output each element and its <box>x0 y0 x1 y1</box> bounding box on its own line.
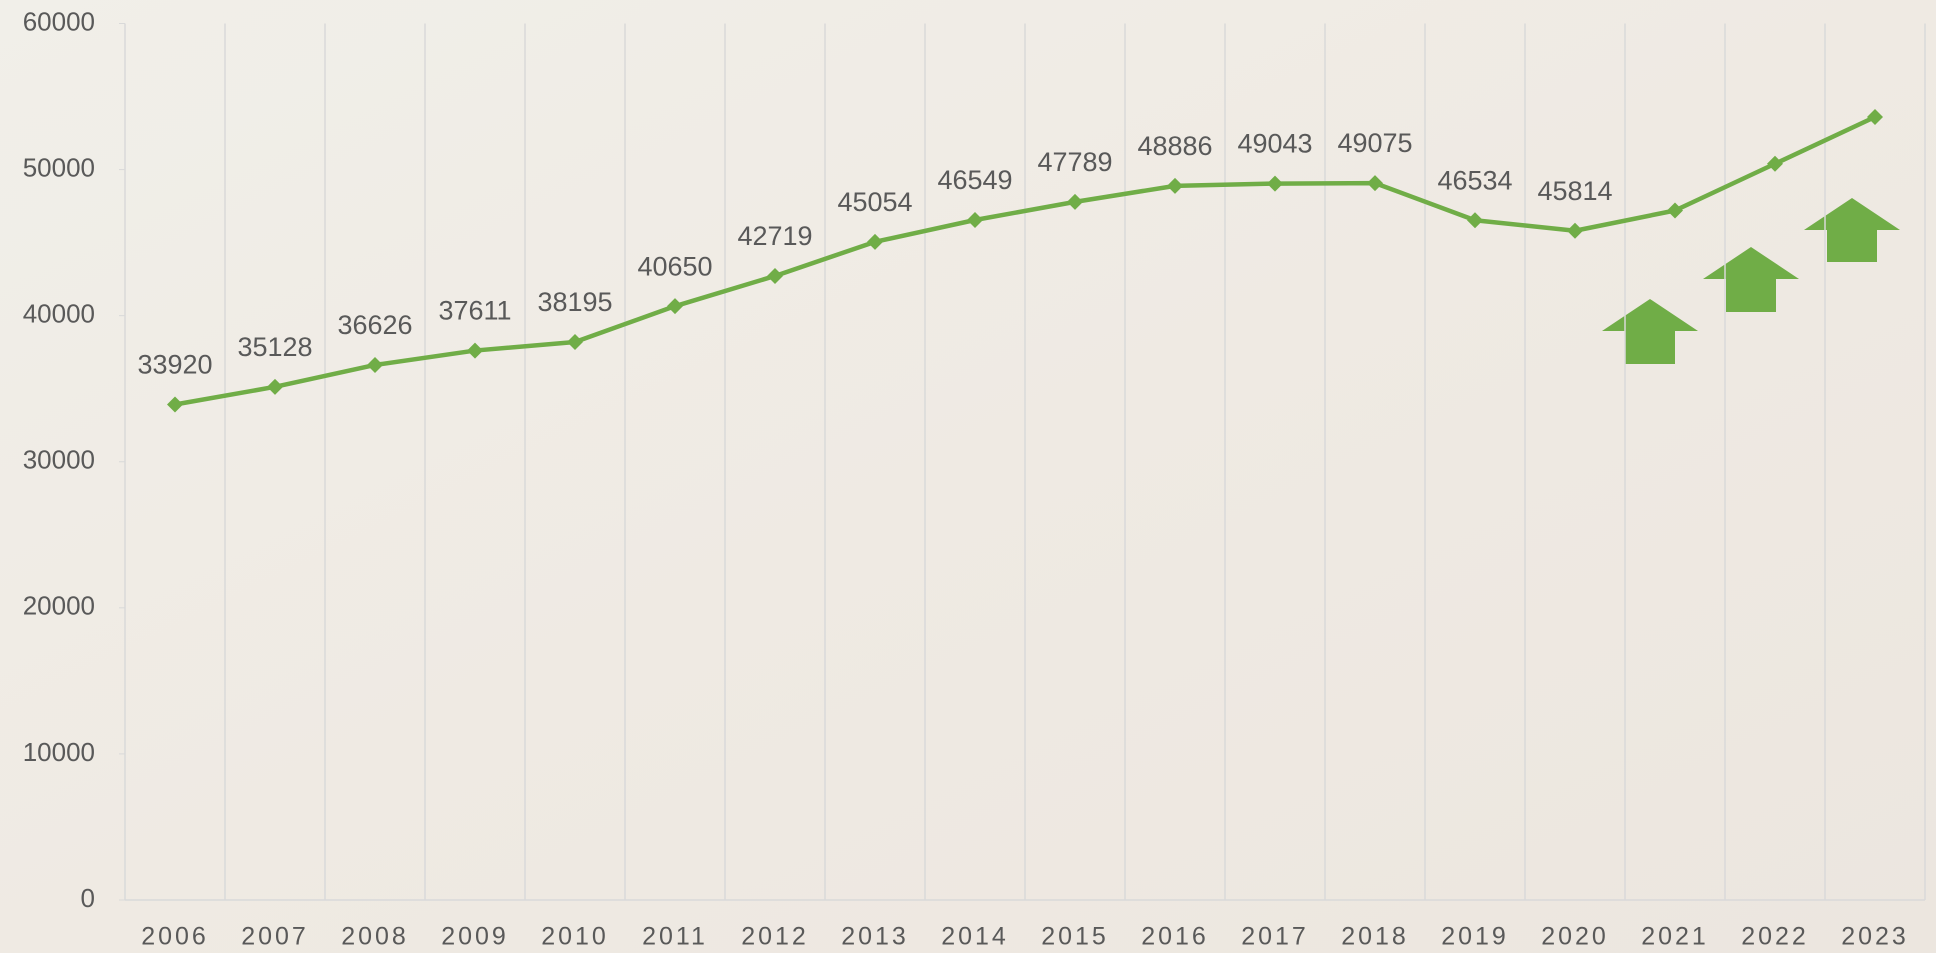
data-label: 47789 <box>1037 147 1112 177</box>
page: {"chart_data": {"type": "line", "categor… <box>0 0 1936 953</box>
y-tick-label: 0 <box>81 883 95 913</box>
y-tick-label: 30000 <box>23 445 95 475</box>
data-label: 46549 <box>937 165 1012 195</box>
x-tick-label: 2013 <box>841 923 909 951</box>
data-label: 45054 <box>837 187 912 217</box>
y-tick-label: 60000 <box>23 6 95 36</box>
data-label: 35128 <box>237 332 312 362</box>
x-tick-label: 2017 <box>1241 923 1309 951</box>
data-label: 42719 <box>737 221 812 251</box>
x-tick-label: 2021 <box>1641 923 1709 951</box>
data-label: 38195 <box>537 287 612 317</box>
x-tick-label: 2023 <box>1841 923 1909 951</box>
data-label: 48886 <box>1137 131 1212 161</box>
data-label: 46534 <box>1437 165 1512 195</box>
x-tick-label: 2011 <box>642 923 708 951</box>
chart: 0 10000 20000 30000 40000 50000 60000 2006 2007 2… <box>0 0 1936 953</box>
background <box>0 0 1936 953</box>
x-tick-label: 2014 <box>941 923 1009 951</box>
data-label: 37611 <box>438 296 511 326</box>
y-tick-label: 50000 <box>23 152 95 182</box>
data-label: 45814 <box>1537 176 1612 206</box>
x-tick-label: 2019 <box>1441 923 1509 951</box>
x-tick-label: 2018 <box>1341 923 1409 951</box>
data-label: 36626 <box>337 310 412 340</box>
x-tick-label: 2022 <box>1741 923 1809 951</box>
y-tick-label: 20000 <box>23 591 95 621</box>
x-tick-label: 2016 <box>1141 923 1209 951</box>
x-tick-label: 2006 <box>141 923 209 951</box>
x-tick-label: 2015 <box>1041 923 1109 951</box>
data-label: 33920 <box>137 350 212 380</box>
y-tick-label: 10000 <box>23 737 95 767</box>
x-tick-label: 2010 <box>541 923 609 951</box>
x-tick-label: 2012 <box>741 923 809 951</box>
data-label: 49043 <box>1237 129 1312 159</box>
x-tick-label: 2009 <box>441 923 509 951</box>
x-tick-label: 2020 <box>1541 923 1609 951</box>
x-tick-label: 2008 <box>341 923 409 951</box>
x-tick-label: 2007 <box>241 923 309 951</box>
y-tick-label: 40000 <box>23 299 95 329</box>
data-label: 40650 <box>637 251 712 281</box>
data-label: 49075 <box>1337 128 1412 158</box>
